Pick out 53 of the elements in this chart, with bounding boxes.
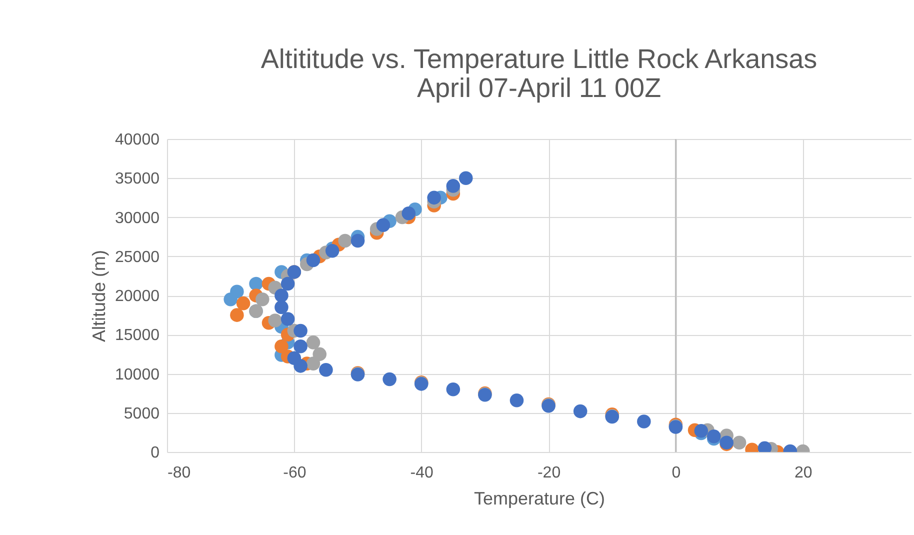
y-tick-label: 35000 xyxy=(115,170,160,188)
point xyxy=(280,312,295,326)
point xyxy=(402,206,416,220)
text: April 07-April 11 00Z xyxy=(416,73,662,103)
y-tick-label: 20000 xyxy=(115,288,160,305)
point xyxy=(319,362,333,377)
point xyxy=(382,372,396,386)
point xyxy=(376,218,390,232)
x-axis-title: Temperature (C) xyxy=(474,488,606,508)
point xyxy=(255,292,270,306)
point xyxy=(274,300,288,314)
y-tick-label: 15000 xyxy=(115,327,160,344)
x-tick-label: -40 xyxy=(410,464,434,482)
point xyxy=(280,276,295,291)
point xyxy=(249,276,263,291)
point xyxy=(458,171,473,186)
point xyxy=(637,414,651,428)
point xyxy=(236,296,250,310)
y-tick-label: 25000 xyxy=(115,248,160,266)
point xyxy=(350,234,365,248)
point xyxy=(694,424,708,438)
point xyxy=(325,244,340,258)
point xyxy=(306,336,320,350)
y-tick-label: 30000 xyxy=(115,210,160,227)
point xyxy=(268,314,282,328)
x-tick-label: -80 xyxy=(168,464,191,482)
y-axis-title: Altitude (m) xyxy=(89,250,110,342)
point xyxy=(446,179,460,193)
y-tick-label: 5000 xyxy=(124,405,160,422)
point xyxy=(510,393,524,408)
x-tick-label: -20 xyxy=(537,464,561,482)
point xyxy=(274,288,288,302)
point xyxy=(338,234,352,248)
point xyxy=(274,339,288,354)
y-tick-label: 40000 xyxy=(115,132,160,148)
point xyxy=(294,324,308,338)
y-tick-label: 10000 xyxy=(115,366,160,384)
x-tick-label: -60 xyxy=(283,464,306,482)
point xyxy=(230,284,244,298)
text: Altititude vs. Temperature Little Rock Arkansas xyxy=(260,44,818,74)
point xyxy=(230,308,244,322)
x-tick-label: 20 xyxy=(794,464,812,482)
point xyxy=(732,436,746,450)
x-tick-label: 0 xyxy=(672,464,681,482)
point xyxy=(573,404,588,418)
point xyxy=(287,351,302,365)
point xyxy=(294,339,308,354)
y-tick-label: 0 xyxy=(150,444,160,462)
point xyxy=(427,190,441,205)
point xyxy=(312,347,327,362)
point xyxy=(706,429,721,444)
point xyxy=(446,382,460,396)
point xyxy=(306,253,320,268)
